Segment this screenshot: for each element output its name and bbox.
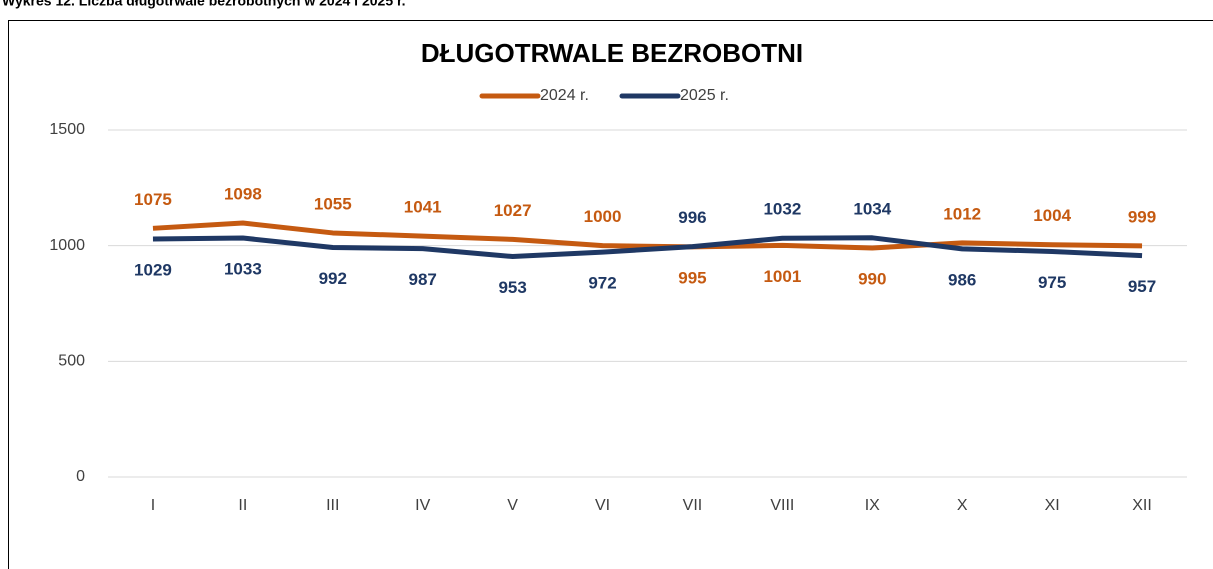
- data-label: 990: [858, 269, 886, 288]
- x-tick-label: IX: [865, 497, 880, 514]
- data-label: 1075: [134, 190, 172, 209]
- x-tick-label: III: [326, 497, 339, 514]
- chart-frame: [8, 20, 1213, 569]
- data-label: 1012: [943, 204, 981, 223]
- data-label: 999: [1128, 207, 1156, 226]
- x-tick-label: XI: [1045, 497, 1060, 514]
- data-label: 1001: [763, 267, 801, 286]
- x-tick-label: II: [238, 497, 247, 514]
- data-label: 1032: [763, 200, 801, 219]
- legend-label: 2024 r.: [540, 87, 589, 104]
- data-label: 992: [319, 269, 347, 288]
- data-label: 986: [948, 270, 976, 289]
- x-tick-label: VIII: [770, 497, 794, 514]
- x-tick-label: X: [957, 497, 968, 514]
- data-label: 975: [1038, 273, 1066, 292]
- x-tick-label: VII: [683, 497, 703, 514]
- y-tick-label: 500: [58, 353, 85, 370]
- x-tick-label: IV: [415, 497, 430, 514]
- y-tick-label: 0: [76, 468, 85, 485]
- x-tick-label: I: [151, 497, 155, 514]
- series-line: [152, 235, 1143, 260]
- data-label: 1098: [224, 184, 262, 203]
- legend-label: 2025 r.: [680, 87, 729, 104]
- data-label: 1055: [314, 194, 352, 213]
- data-label: 987: [409, 270, 437, 289]
- x-tick-label: XII: [1132, 497, 1152, 514]
- data-label: 972: [588, 274, 616, 293]
- data-label: 1034: [853, 199, 891, 218]
- data-label: 1041: [404, 198, 442, 217]
- caption: Wykres 12. Liczba długotrwale bezrobotny…: [2, 0, 406, 9]
- chart-title: DŁUGOTRWALE BEZROBOTNI: [421, 38, 803, 68]
- series-line: [152, 220, 1143, 251]
- data-label: 996: [678, 208, 706, 227]
- data-label: 953: [498, 278, 526, 297]
- y-tick-label: 1500: [49, 121, 85, 138]
- x-tick-label: V: [507, 497, 518, 514]
- data-label: 957: [1128, 277, 1156, 296]
- data-label: 1033: [224, 260, 262, 279]
- data-label: 1027: [494, 201, 532, 220]
- data-label: 995: [678, 268, 706, 287]
- data-label: 1000: [584, 207, 622, 226]
- x-tick-label: VI: [595, 497, 610, 514]
- data-label: 1029: [134, 260, 172, 279]
- data-label: 1004: [1033, 206, 1071, 225]
- y-tick-label: 1000: [49, 237, 85, 254]
